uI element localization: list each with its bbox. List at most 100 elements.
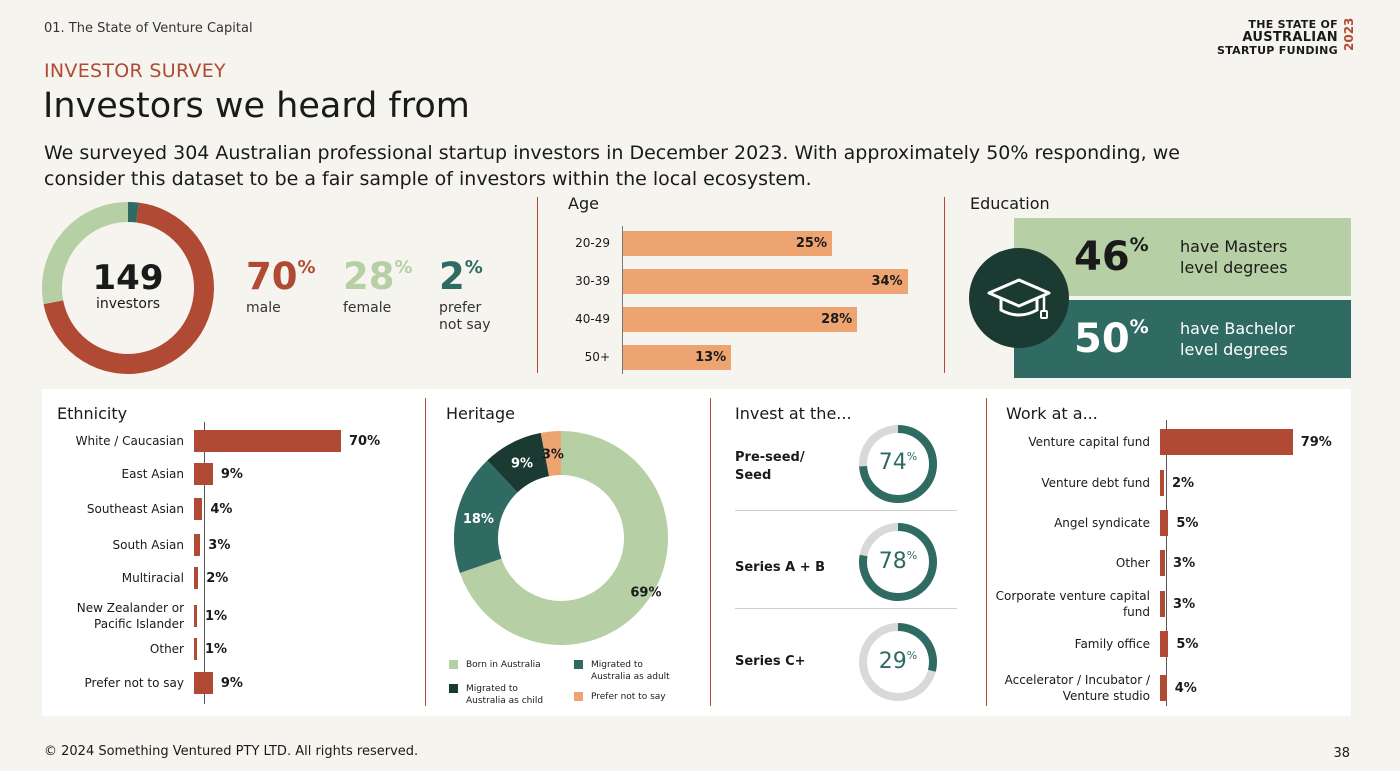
work-row: Other 3% [990,550,1195,576]
ethnicity-value: 2% [206,570,229,586]
heritage-slice-prefer-not-to-say [540,431,562,477]
heritage-value-label: 18% [463,512,494,527]
ring-progress [897,623,937,672]
work-label: Venture capital fund [1028,435,1150,449]
work-bar [1160,550,1166,576]
gender-stat-prefer-not-say: 2% prefer not say [439,255,499,334]
heritage-donut-chart: 69% 18% 9% 3% [454,431,668,645]
work-bar [1160,470,1164,496]
ring-progress [859,523,937,601]
ethnicity-bar [194,498,203,520]
divider [425,398,426,706]
work-label: Angel syndicate [1054,516,1150,530]
work-label: Venture debt fund [1041,476,1150,490]
heritage-slice-born-in-australia [459,431,668,645]
invest-seriesc-label: Series C+ [735,654,806,669]
respondent-count-label: investors [95,296,161,312]
ethnicity-row: Southeast Asian 4% [44,498,232,520]
work-row: Family office 5% [990,631,1198,657]
age-bar: 13% [622,344,732,370]
ethnicity-bar [194,567,199,589]
gender-slice-female [42,202,129,305]
ethnicity-row: Multiracial 2% [44,567,228,589]
ethnicity-row: White / Caucasian 70% [44,430,380,452]
invest-seriesc-ring [859,623,937,701]
education-bachelor-text-1: have Bachelor [1180,319,1295,338]
ring-progress [859,425,937,503]
gender-slice-male [43,202,214,374]
education-bachelor-text-2: level degrees [1180,340,1288,359]
page-number: 38 [1333,746,1350,761]
divider [944,197,945,373]
age-title: Age [568,194,599,213]
heritage-value-label: 3% [542,447,564,462]
age-value: 25% [795,235,827,251]
ethnicity-label: Southeast Asian [86,502,184,516]
ethnicity-label: Multiracial [121,571,184,585]
heritage-value-label: 69% [630,585,661,600]
gender-slice-prefer-not-say [127,202,139,223]
work-axis [1166,420,1167,706]
respondent-count: 149 [92,258,164,298]
invest-seriesab-ring [859,523,937,601]
section-kicker: INVESTOR SURVEY [44,60,226,82]
work-bar [1160,429,1293,455]
gender-donut-chart [42,202,214,374]
work-row: Venture capital fund 79% [990,429,1332,455]
gender-female-value: 28 [343,255,395,298]
age-label: 40-49 [575,312,610,326]
invest-seriesc-value: 29% [878,649,918,674]
age-label: 20-29 [575,236,610,250]
brand-line-1: THE STATE OF [1248,18,1338,31]
ethnicity-label: Prefer not to say [84,676,184,690]
invest-title: Invest at the... [735,404,852,423]
lead-paragraph: We surveyed 304 Australian professional … [44,142,1180,190]
heritage-slice-migrated-as-adult [454,460,519,573]
work-bar [1160,675,1167,701]
gender-male-label: male [246,300,281,316]
age-row: 20-29 25% [560,230,832,256]
education-title: Education [970,194,1050,213]
ethnicity-bar [194,463,213,485]
invest-preseed-ring [859,425,937,503]
work-label: Accelerator / Incubator / Venture studio [1004,673,1150,703]
heritage-value-label: 9% [511,456,533,471]
divider [537,197,538,373]
ethnicity-label: White / Caucasian [75,434,184,448]
age-value: 28% [821,311,853,327]
ethnicity-title: Ethnicity [57,404,128,423]
invest-preseed-label: Pre-seed/Seed [735,450,805,483]
ethnicity-bar [194,672,213,694]
heritage-legend-child: Migrated to Australia as child [449,683,558,707]
ethnicity-axis [204,422,205,704]
ethnicity-value: 9% [220,675,243,691]
heritage-legend-adult: Migrated to Australia as adult [574,659,683,683]
work-value: 4% [1174,680,1197,696]
graduation-cap-icon [969,248,1069,348]
ethnicity-value: 1% [205,641,228,657]
heritage-title: Heritage [446,404,515,423]
ethnicity-row: East Asian 9% [44,463,243,485]
copyright: © 2024 Something Ventured PTY LTD. All r… [44,744,419,759]
ethnicity-row: New Zealander or Pacific Islander 1% [44,600,227,632]
gender-prefer-value: 2 [439,255,465,298]
education-bachelor-box: 50% have Bachelor level degrees [1014,300,1351,378]
divider [986,398,987,706]
work-row: Angel syndicate 5% [990,510,1198,536]
education-masters-value: 46 [1074,234,1130,280]
ethnicity-bar [194,534,201,556]
age-value: 34% [871,273,903,289]
work-value: 3% [1173,555,1196,571]
gender-prefer-label: prefer not say [439,300,491,333]
age-row: 40-49 28% [560,306,858,332]
invest-seriesab-value: 78% [878,549,918,574]
education-bachelor-value: 50 [1074,316,1130,362]
brand-year: 2023 [1342,18,1356,52]
ethnicity-value: 1% [205,608,228,624]
age-row: 50+ 13% [560,344,732,370]
divider [735,510,957,511]
ethnicity-label: Other [149,642,184,656]
education-masters-text-1: have Masters [1180,237,1288,256]
education-masters-box: 46% have Masters level degrees [1014,218,1351,296]
ethnicity-label: New Zealander or Pacific Islander [76,601,184,631]
